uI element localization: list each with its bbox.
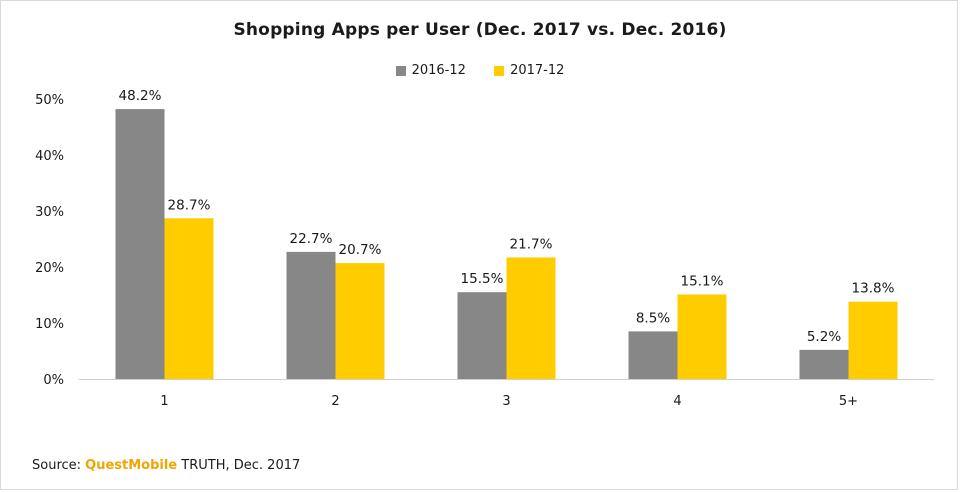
x-tick-label: 4 — [673, 394, 681, 409]
y-tick-label: 30% — [35, 205, 64, 220]
legend-swatch-2016 — [395, 65, 406, 76]
y-tick-label: 10% — [35, 317, 64, 332]
legend-label-2016: 2016-12 — [411, 63, 466, 78]
legend: 2016-12 2017-12 — [0, 63, 960, 80]
bar-2017-12-4 — [677, 294, 727, 379]
y-tick-label: 40% — [35, 149, 64, 164]
data-label: 15.5% — [461, 271, 504, 287]
data-label: 22.7% — [290, 231, 333, 247]
bar-2017-12-2 — [335, 263, 385, 379]
source-note: Source: QuestMobile TRUTH, Dec. 2017 — [32, 458, 300, 473]
data-label: 8.5% — [636, 310, 670, 326]
source-prefix: Source: — [32, 458, 86, 473]
data-label: 28.7% — [168, 197, 211, 213]
bar-2017-12-5+ — [848, 301, 898, 379]
bar-2016-12-5+ — [799, 349, 849, 379]
data-label: 15.1% — [681, 273, 724, 289]
chart-title: Shopping Apps per User (Dec. 2017 vs. De… — [233, 20, 727, 40]
x-tick-label: 3 — [502, 394, 510, 409]
data-label: 20.7% — [339, 242, 382, 258]
data-label: 5.2% — [807, 329, 841, 345]
bar-2016-12-4 — [628, 331, 678, 379]
bar-2016-12-2 — [286, 251, 336, 379]
x-tick-label: 2 — [331, 394, 339, 409]
legend-item-2017: 2017-12 — [494, 63, 564, 78]
data-label: 13.8% — [852, 281, 895, 297]
data-label: 21.7% — [510, 236, 553, 252]
source-brand: QuestMobile — [85, 458, 178, 473]
bar-2017-12-3 — [506, 257, 556, 379]
legend-item-2016: 2016-12 — [395, 63, 466, 78]
y-tick-label: 20% — [35, 261, 64, 276]
bar-2017-12-1 — [164, 218, 214, 379]
x-tick-label: 1 — [160, 394, 168, 409]
bar-2016-12-1 — [115, 109, 165, 379]
y-tick-label: 0% — [43, 373, 64, 388]
data-label: 48.2% — [119, 88, 162, 104]
legend-label-2017: 2017-12 — [510, 63, 565, 78]
bar-2016-12-3 — [457, 292, 507, 379]
source-suffix: TRUTH, Dec. 2017 — [177, 458, 301, 473]
legend-swatch-2017 — [494, 65, 505, 76]
y-tick-label: 50% — [35, 93, 64, 108]
x-tick-label: 5+ — [839, 394, 858, 409]
